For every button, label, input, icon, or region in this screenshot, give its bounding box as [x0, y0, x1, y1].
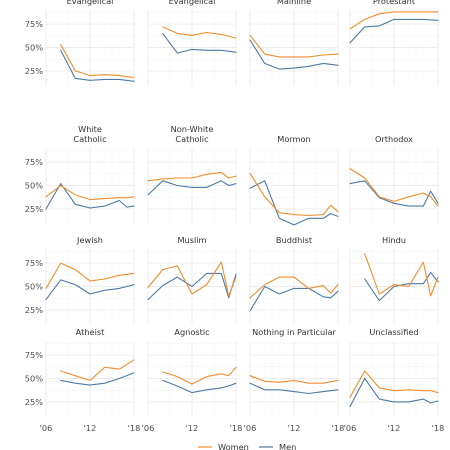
panel-muslim: Muslim: [147, 235, 237, 324]
series-line-men: [349, 18, 439, 44]
x-tick-label: '06: [244, 423, 257, 433]
panel-evangelical: Evangelical: [147, 0, 237, 85]
legend-label: Men: [279, 442, 296, 450]
series-line-men: [349, 377, 439, 408]
panel-hindu: Hindu: [349, 235, 439, 324]
panel-title: Mormon: [277, 134, 310, 144]
panel-mormon: Mormon: [249, 134, 339, 226]
x-tick-label: '18: [230, 423, 243, 433]
y-tick-label: 25%: [25, 204, 43, 214]
y-tick-label: 25%: [25, 305, 43, 315]
panel-title: Non-White: [171, 124, 214, 134]
series-line-women: [60, 44, 135, 79]
panel-title: Evangelical: [169, 0, 216, 6]
panel-mainline: Mainline: [249, 0, 339, 85]
series-line-women: [364, 253, 439, 297]
panel-protestant: Protestant: [349, 0, 439, 85]
series-line-men: [45, 279, 135, 301]
panel-title: Mainline: [277, 0, 311, 6]
series-line-men: [162, 379, 237, 394]
series-line-men: [249, 285, 339, 312]
y-tick-label: 50%: [25, 181, 43, 191]
series-line-men: [249, 180, 339, 226]
series-line-women: [249, 276, 339, 299]
series-line-men: [147, 272, 237, 301]
series-line-men: [60, 372, 135, 386]
y-tick-label: 50%: [25, 282, 43, 292]
panel-title: Jewish: [76, 235, 103, 245]
series-line-women: [147, 261, 237, 297]
x-tick-label: '12: [288, 423, 301, 433]
panel-title: Hindu: [382, 235, 406, 245]
legend: Women Men: [198, 442, 296, 450]
series-line-women: [45, 184, 135, 201]
x-tick-label: '06: [344, 423, 357, 433]
panel-title: Muslim: [177, 235, 206, 245]
legend-label: Women: [218, 442, 249, 450]
panel-title: Catholic: [73, 134, 106, 144]
panel-title: Orthodox: [375, 134, 413, 144]
panel-evangelical: Evangelical 25% 50% 75%: [25, 0, 135, 85]
series-line-women: [60, 359, 135, 381]
series-line-men: [364, 271, 439, 302]
y-tick-label: 25%: [25, 397, 43, 407]
y-tick-label: 75%: [25, 350, 43, 360]
panel-title: Evangelical: [67, 0, 114, 6]
series-line-women: [45, 262, 135, 289]
panel-unclassified: Unclassified '06 '12 '18: [344, 327, 445, 433]
x-tick-label: '18: [332, 423, 345, 433]
legend-item-women: Women: [198, 442, 249, 450]
panel-atheist: Atheist 25% 50% 75% '06 '12 '18: [25, 327, 141, 433]
series-line-men: [349, 180, 439, 207]
y-tick-label: 75%: [25, 157, 43, 167]
series-line-women: [349, 370, 439, 398]
panel-title: Unclassified: [369, 327, 418, 337]
y-tick-label: 75%: [25, 258, 43, 268]
panel-title: White: [78, 124, 102, 134]
series-line-men: [249, 382, 339, 395]
x-tick-label: '18: [432, 423, 445, 433]
x-tick-label: '12: [388, 423, 401, 433]
legend-item-men: Men: [259, 442, 296, 450]
series-line-women: [147, 171, 237, 182]
series-line-men: [249, 39, 339, 70]
series-line-women: [349, 11, 439, 30]
x-tick-label: '06: [142, 423, 155, 433]
panel-title: Catholic: [175, 134, 208, 144]
series-line-women: [249, 34, 339, 58]
series-line-men: [162, 32, 237, 54]
panel-title: Protestant: [373, 0, 416, 6]
x-tick-label: '12: [186, 423, 199, 433]
series-line-women: [162, 26, 237, 39]
series-line-women: [249, 172, 339, 217]
panel-title: Buddhist: [276, 235, 313, 245]
x-tick-label: '06: [40, 423, 53, 433]
panel-orthodox: Orthodox: [349, 134, 439, 223]
y-tick-label: 25%: [25, 66, 43, 76]
panel-agnostic: Agnostic '06 '12 '18: [142, 327, 243, 433]
panel-title: Nothing in Particular: [252, 327, 336, 337]
x-tick-label: '12: [84, 423, 97, 433]
panel-jewish: Jewish 25% 50% 75%: [25, 235, 135, 324]
panel-title: Atheist: [76, 327, 105, 337]
y-tick-label: 50%: [25, 43, 43, 53]
y-tick-label: 75%: [25, 19, 43, 29]
x-tick-label: '18: [128, 423, 141, 433]
panel-nothing-in-particular: Nothing in Particular '06 '12 '18: [244, 327, 345, 433]
series-line-men: [60, 49, 135, 82]
series-line-women: [162, 366, 237, 385]
panel-buddhist: Buddhist: [249, 235, 339, 324]
series-line-men: [147, 180, 237, 196]
series-line-women: [249, 375, 339, 384]
series-line-women: [349, 168, 439, 207]
y-tick-label: 50%: [25, 374, 43, 384]
panel-title: Agnostic: [174, 327, 209, 337]
